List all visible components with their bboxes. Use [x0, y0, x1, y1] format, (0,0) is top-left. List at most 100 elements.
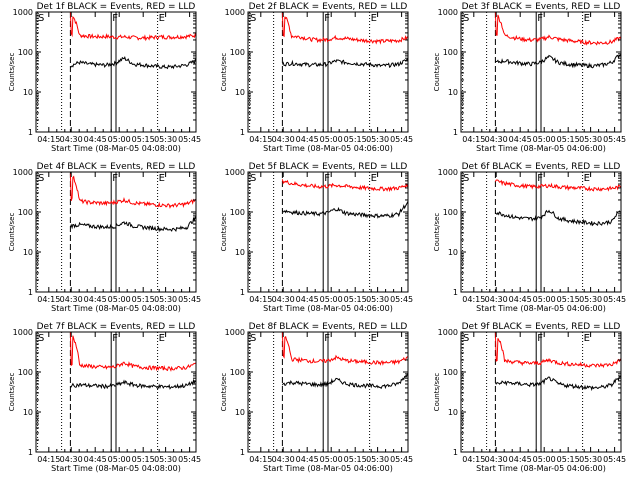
x-axis-label: Start Time (08-Mar-05 04:06:00): [476, 144, 606, 153]
x-tick-label: 05:15: [132, 135, 155, 144]
plot-frame: [35, 11, 197, 133]
x-tick-label: 05:30: [154, 295, 177, 304]
x-tick-label: 05:15: [344, 135, 367, 144]
y-axis-label: Counts/sec: [8, 213, 16, 252]
y-tick-label: 10: [235, 88, 245, 97]
marker-f: F: [324, 173, 330, 184]
marker-f: F: [112, 13, 118, 24]
x-tick-label: 04:45: [84, 135, 107, 144]
x-tick-label: 04:45: [296, 295, 319, 304]
y-axis-label: Counts/sec: [8, 53, 16, 92]
x-tick-label: 05:15: [557, 295, 580, 304]
marker-s: S: [38, 173, 44, 184]
chart-title: Det 5f BLACK = Events, RED = LLD: [249, 162, 408, 172]
series-events-line: [281, 200, 409, 219]
x-tick-label: 05:30: [579, 455, 602, 464]
marker-f: F: [112, 173, 118, 184]
x-axis-label: Start Time (08-Mar-05 04:06:00): [476, 464, 606, 473]
x-tick-label: 04:45: [84, 455, 107, 464]
x-tick-label: 04:45: [509, 295, 532, 304]
marker-e: E: [159, 13, 165, 24]
x-tick-label: 04:30: [485, 135, 508, 144]
y-tick-label: 10: [23, 88, 33, 97]
series-events-line: [281, 372, 409, 390]
x-tick-label: 04:30: [485, 455, 508, 464]
series-events-line: [70, 56, 197, 70]
y-tick-label: 1: [28, 128, 33, 137]
y-tick-label: 1000: [13, 328, 33, 337]
plot-frame: [247, 11, 409, 133]
x-tick-label: 04:45: [509, 135, 532, 144]
x-tick-label: 05:15: [344, 455, 367, 464]
plot-frame: [247, 331, 409, 453]
y-tick-label: 1: [28, 288, 33, 297]
x-tick-label: 05:00: [108, 135, 131, 144]
marker-e: E: [371, 333, 377, 344]
x-axis-label: Start Time (08-Mar-05 04:06:00): [263, 464, 393, 473]
series-lld-line: [69, 11, 197, 42]
x-tick-label: 04:15: [37, 295, 60, 304]
x-tick-label: 04:30: [272, 135, 295, 144]
x-tick-label: 05:15: [557, 135, 580, 144]
x-tick-label: 05:30: [154, 455, 177, 464]
x-tick-label: 04:30: [272, 295, 295, 304]
y-tick-label: 10: [235, 248, 245, 257]
x-tick-label: 05:30: [366, 135, 389, 144]
plot-frame: [35, 331, 197, 453]
marker-f: F: [537, 333, 543, 344]
series-events-line: [69, 216, 197, 233]
plot-frame: [35, 171, 197, 293]
chart-title: Det 6f BLACK = Events, RED = LLD: [462, 162, 621, 172]
x-tick-label: 05:00: [108, 455, 131, 464]
x-axis-label: Start Time (08-Mar-05 04:08:00): [51, 144, 181, 153]
x-tick-label: 05:00: [533, 295, 556, 304]
x-tick-label: 04:15: [462, 135, 485, 144]
x-axis-label: Start Time (08-Mar-05 04:06:00): [263, 144, 393, 153]
x-tick-label: 05:45: [603, 135, 626, 144]
y-tick-label: 1: [240, 288, 245, 297]
series-lld-line: [281, 179, 409, 193]
marker-s: S: [463, 333, 469, 344]
y-tick-label: 100: [443, 368, 458, 377]
marker-s: S: [38, 13, 44, 24]
marker-f: F: [537, 173, 543, 184]
marker-e: E: [584, 333, 590, 344]
y-tick-label: 10: [23, 408, 33, 417]
y-tick-label: 1: [453, 128, 458, 137]
x-tick-label: 05:45: [390, 455, 413, 464]
plot-frame: [247, 171, 409, 293]
x-tick-label: 04:45: [509, 455, 532, 464]
series-events-line: [495, 375, 622, 392]
y-tick-label: 100: [18, 48, 33, 57]
y-tick-label: 100: [230, 208, 245, 217]
x-tick-label: 04:15: [462, 455, 485, 464]
y-tick-label: 1: [28, 448, 33, 457]
marker-e: E: [159, 333, 165, 344]
series-lld-line: [69, 173, 197, 209]
x-axis-label: Start Time (08-Mar-05 04:06:00): [263, 304, 393, 313]
marker-e: E: [584, 173, 590, 184]
series-lld-line: [281, 12, 409, 45]
x-tick-label: 04:15: [249, 135, 272, 144]
y-tick-label: 1000: [225, 8, 245, 17]
y-axis-label: Counts/sec: [8, 373, 16, 412]
x-tick-label: 05:15: [557, 455, 580, 464]
x-tick-label: 04:45: [296, 455, 319, 464]
x-tick-label: 05:00: [320, 295, 343, 304]
x-axis-label: Start Time (08-Mar-05 04:08:00): [51, 304, 181, 313]
y-tick-label: 1000: [13, 168, 33, 177]
x-tick-label: 04:15: [37, 135, 60, 144]
x-tick-label: 05:00: [108, 295, 131, 304]
x-tick-label: 04:45: [296, 135, 319, 144]
chart-title: Det 7f BLACK = Events, RED = LLD: [37, 322, 196, 332]
x-axis-label: Start Time (08-Mar-05 04:08:00): [51, 464, 181, 473]
x-tick-label: 05:00: [533, 455, 556, 464]
x-tick-label: 05:45: [178, 295, 201, 304]
marker-e: E: [159, 173, 165, 184]
